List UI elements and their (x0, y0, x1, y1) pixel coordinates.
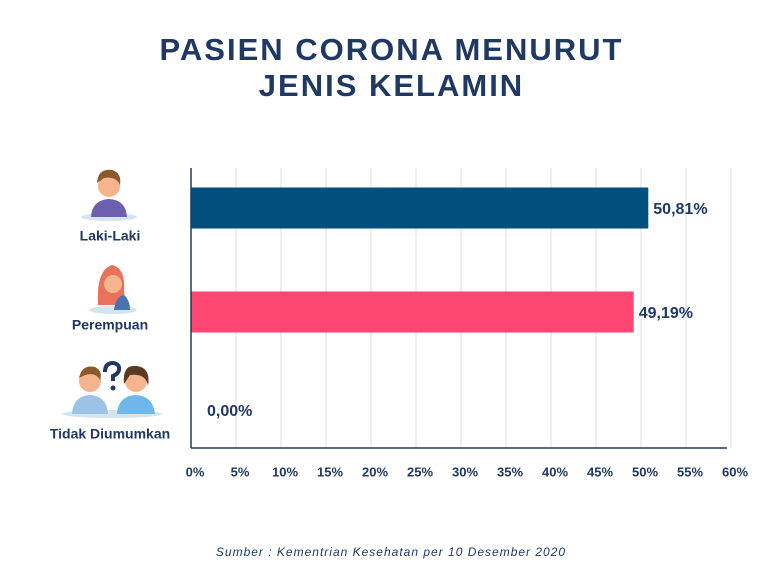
value-label: 0,00% (207, 403, 252, 420)
bar (191, 187, 649, 229)
icon-female (89, 265, 137, 314)
x-tick-label: 5% (231, 464, 250, 479)
x-tick-label: 45% (587, 464, 613, 479)
category-label: Perempuan (72, 317, 148, 333)
x-tick-label: 40% (542, 464, 568, 479)
x-tick-label: 10% (272, 464, 298, 479)
category-label: Tidak Diumumkan (50, 426, 170, 442)
category-label: Laki-Laki (80, 228, 141, 244)
bar (191, 291, 634, 333)
x-tick-label: 20% (362, 464, 388, 479)
x-tick-label: 55% (677, 464, 703, 479)
source-note: Sumber : Kementrian Kesehatan per 10 Des… (216, 545, 566, 559)
value-label: 49,19% (639, 305, 693, 322)
x-tick-label: 0% (186, 464, 205, 479)
chart-title: PASIEN CORONA MENURUT JENIS KELAMIN (159, 32, 624, 103)
x-tick-label: 50% (632, 464, 658, 479)
x-tick-label: 15% (317, 464, 343, 479)
x-tick-label: 35% (497, 464, 523, 479)
x-tick-label: 25% (407, 464, 433, 479)
icon-male (81, 169, 137, 221)
value-label: 50,81% (653, 201, 707, 218)
x-tick-label: 60% (722, 464, 748, 479)
icon-unknown (62, 360, 162, 418)
x-tick-label: 30% (452, 464, 478, 479)
